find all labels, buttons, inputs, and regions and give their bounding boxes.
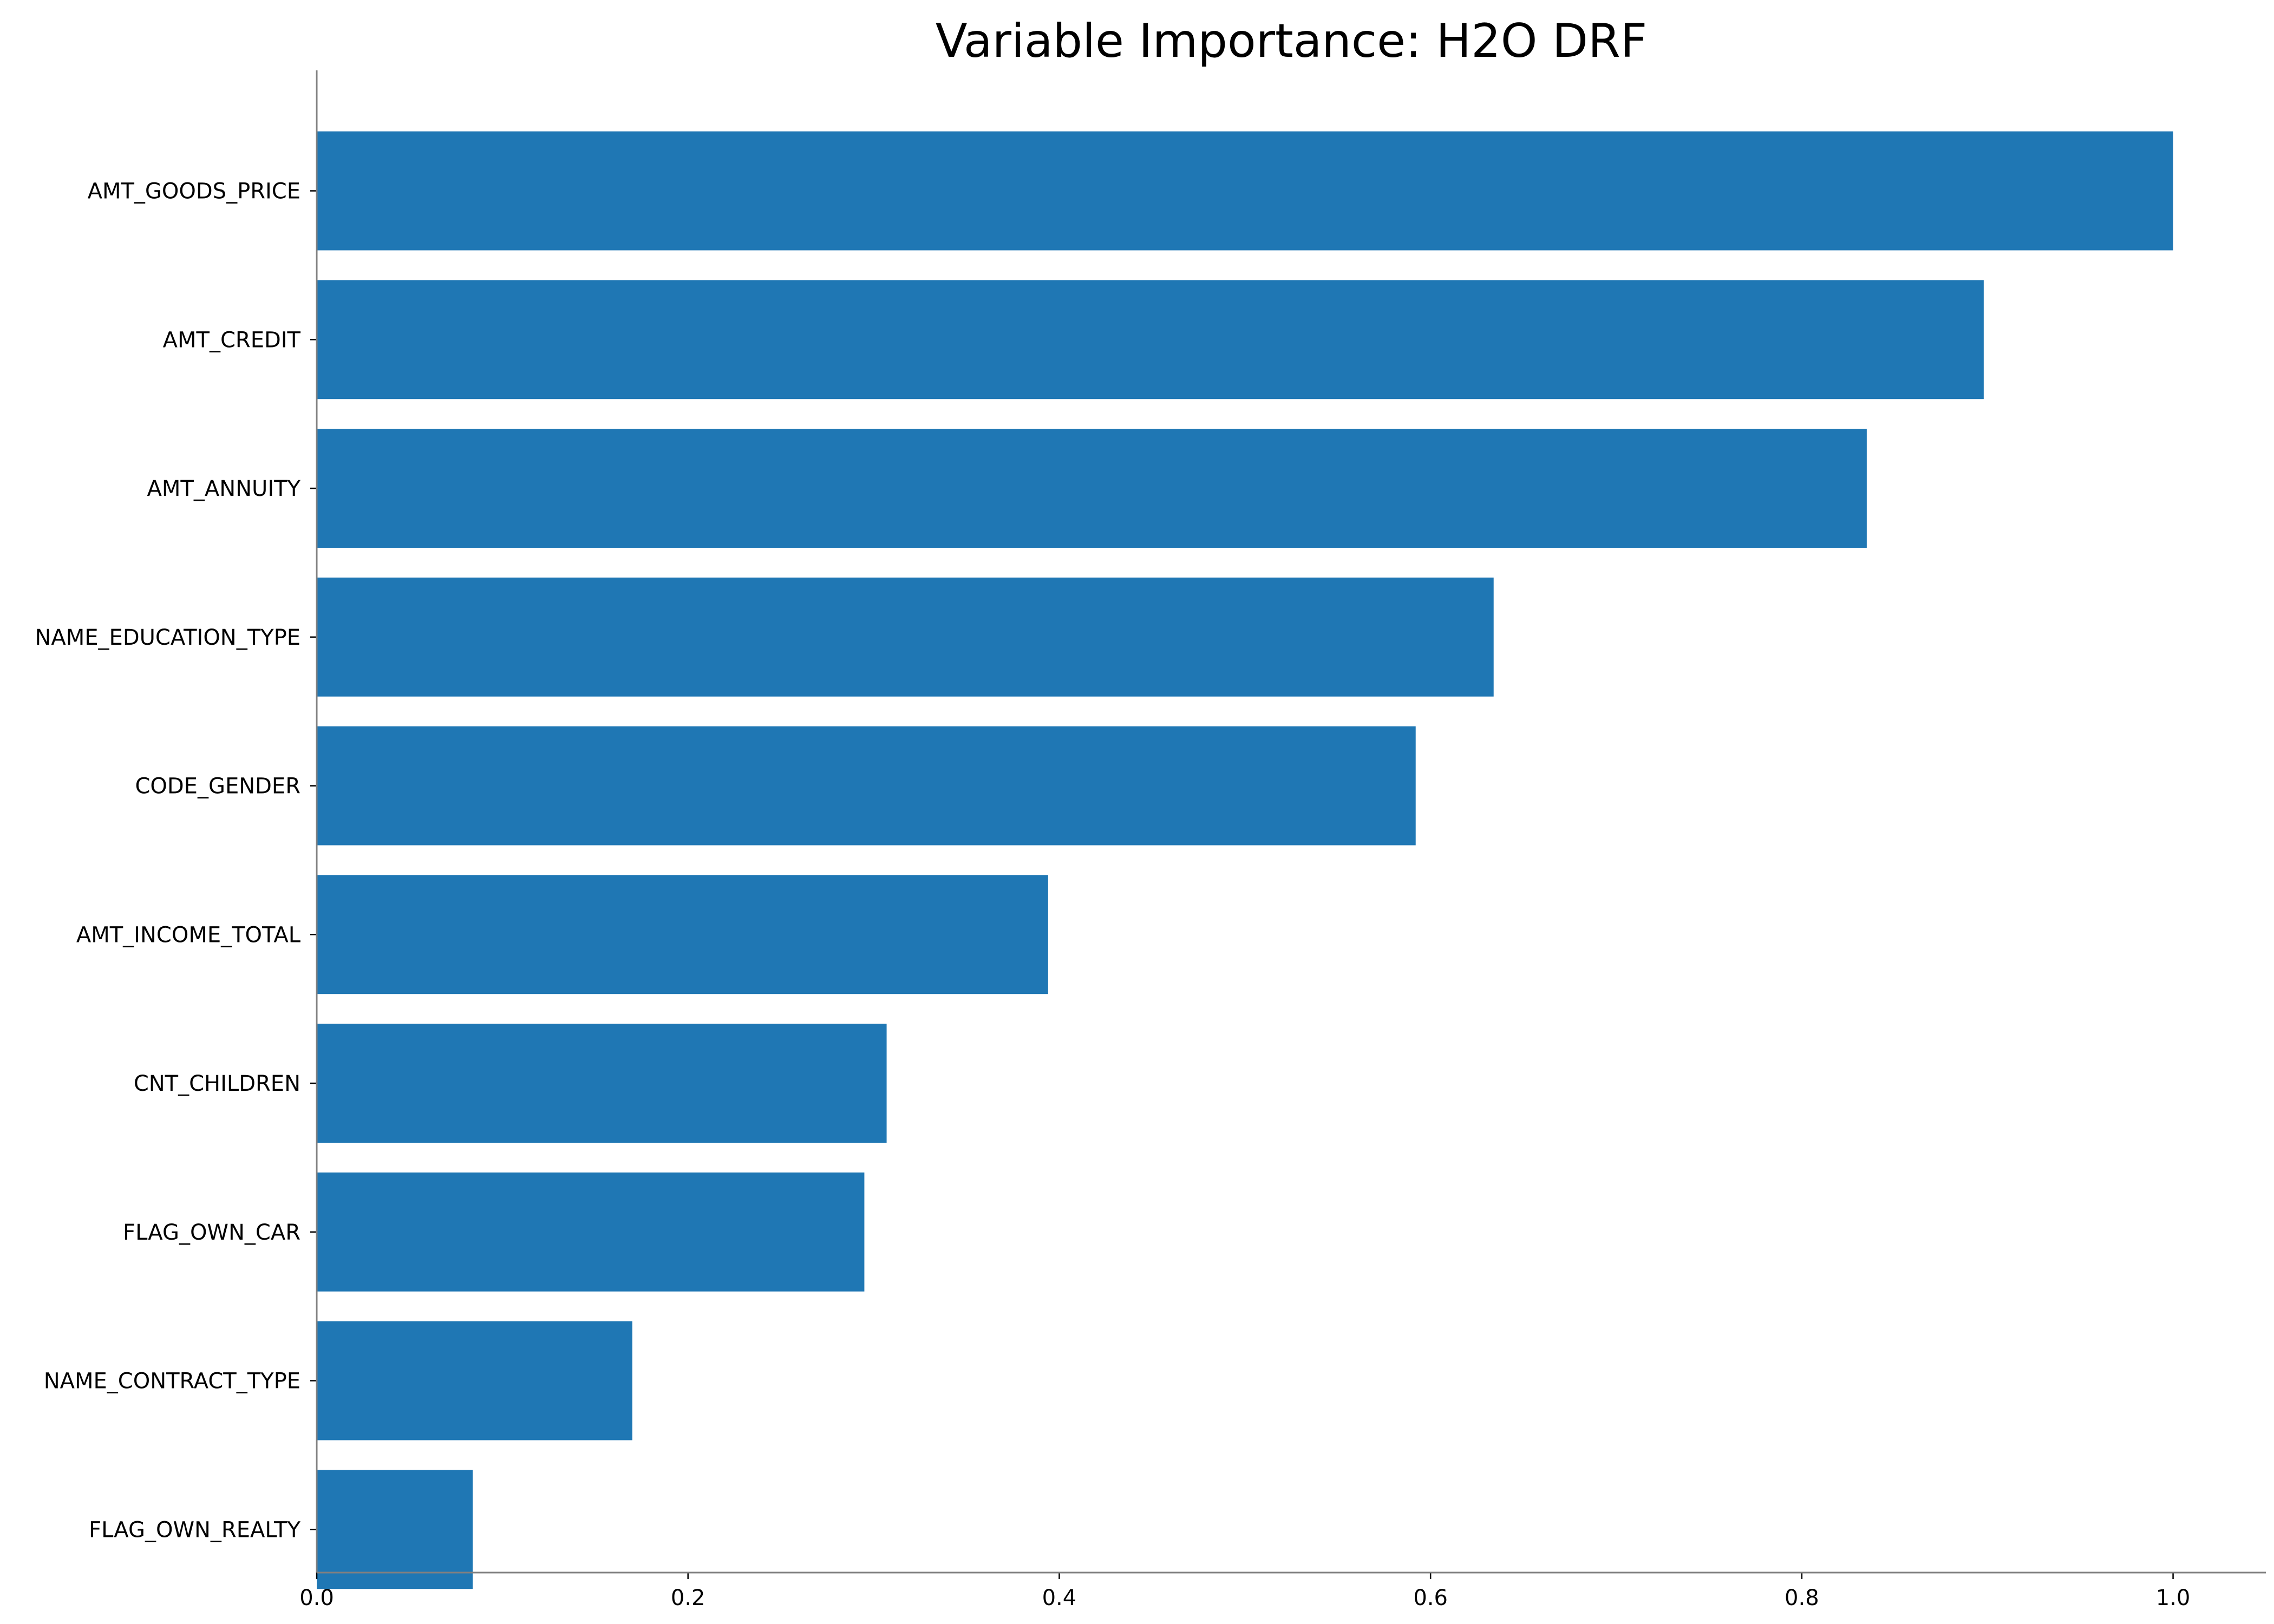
y-tick-label: AMT_INCOME_TOTAL xyxy=(76,922,301,947)
bar-amt-income-total xyxy=(317,875,1048,994)
bar-name-contract-type xyxy=(317,1321,632,1440)
x-tick-label: 0.8 xyxy=(1785,1586,1819,1610)
chart-title: Variable Importance: H2O DRF xyxy=(936,14,1648,68)
bar-amt-goods-price xyxy=(317,131,2173,251)
y-tick-label: NAME_EDUCATION_TYPE xyxy=(35,625,300,650)
bars-group xyxy=(317,131,2173,1589)
y-tick-label: CODE_GENDER xyxy=(135,774,300,799)
y-tick-label: NAME_CONTRACT_TYPE xyxy=(44,1369,300,1394)
y-tick-label: FLAG_OWN_REALTY xyxy=(89,1517,300,1542)
x-axis-ticks: 0.0 0.2 0.4 0.6 0.8 1.0 xyxy=(299,1573,2190,1610)
y-tick-label: FLAG_OWN_CAR xyxy=(123,1220,300,1245)
x-tick-label: 0.0 xyxy=(299,1586,334,1610)
x-tick-label: 0.6 xyxy=(1413,1586,1448,1610)
bar-name-education-type xyxy=(317,577,1494,697)
x-tick-label: 1.0 xyxy=(2156,1586,2191,1610)
bar-cnt-children xyxy=(317,1024,887,1143)
bar-code-gender xyxy=(317,726,1416,846)
y-tick-label: CNT_CHILDREN xyxy=(134,1071,300,1096)
y-tick-label: AMT_CREDIT xyxy=(163,328,301,352)
bar-flag-own-car xyxy=(317,1172,865,1292)
y-tick-label: AMT_ANNUITY xyxy=(147,476,301,501)
y-axis-ticks: AMT_GOODS_PRICE AMT_CREDIT AMT_ANNUITY NAME… xyxy=(35,179,317,1542)
x-tick-label: 0.4 xyxy=(1042,1586,1077,1610)
y-tick-label: AMT_GOODS_PRICE xyxy=(88,179,300,204)
bar-amt-annuity xyxy=(317,429,1867,548)
bar-amt-credit xyxy=(317,280,1984,400)
x-tick-label: 0.2 xyxy=(671,1586,705,1610)
bar-flag-own-realty xyxy=(317,1470,473,1589)
